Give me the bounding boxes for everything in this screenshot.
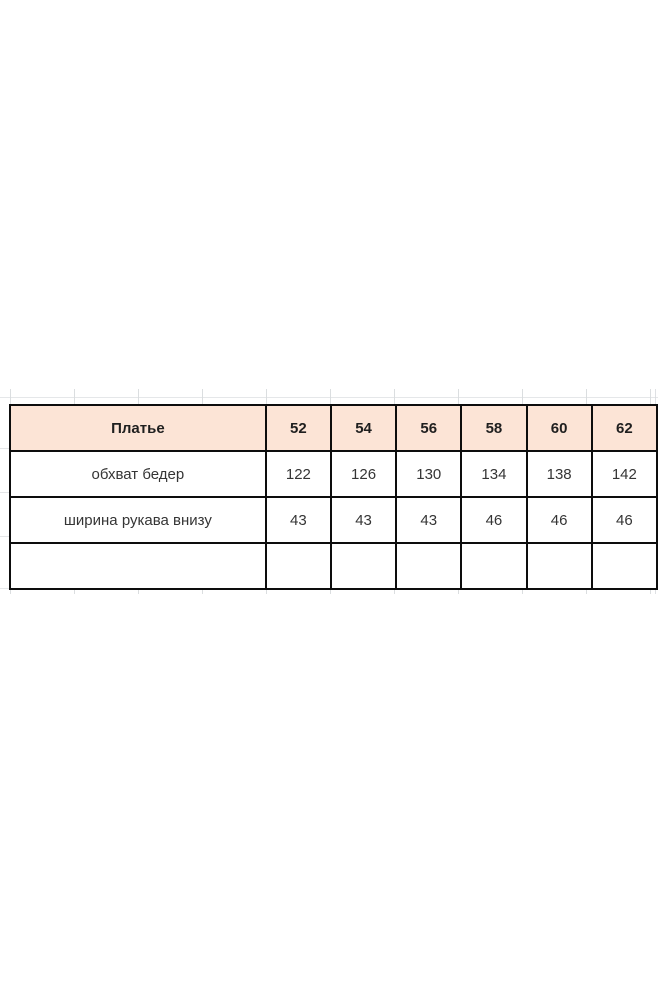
empty-cell bbox=[460, 542, 528, 590]
table-row-empty bbox=[9, 542, 658, 590]
measurement-value-cell: 138 bbox=[525, 450, 593, 498]
gridline bbox=[138, 389, 139, 404]
empty-cell bbox=[525, 542, 593, 590]
measurement-value-cell: 43 bbox=[329, 496, 398, 544]
table-row: обхват бедер 122 126 130 134 138 142 bbox=[9, 450, 658, 498]
gridline bbox=[202, 389, 203, 404]
measurement-value-cell: 130 bbox=[395, 450, 463, 498]
size-header-cell: 58 bbox=[460, 404, 528, 452]
gridline bbox=[650, 389, 651, 404]
measurement-label-cell: ширина рукава внизу bbox=[9, 496, 267, 544]
empty-cell bbox=[329, 542, 398, 590]
measurement-value-cell: 46 bbox=[525, 496, 593, 544]
measurement-value-cell: 122 bbox=[264, 450, 332, 498]
empty-cell bbox=[9, 542, 267, 590]
size-header-cell: 54 bbox=[329, 404, 398, 452]
empty-cell bbox=[395, 542, 463, 590]
measurement-label-cell: обхват бедер bbox=[9, 450, 267, 498]
garment-type-header-cell: Платье bbox=[9, 404, 267, 452]
empty-cell bbox=[590, 542, 658, 590]
measurement-value-cell: 46 bbox=[460, 496, 528, 544]
gridline bbox=[0, 492, 9, 493]
measurement-value-cell: 126 bbox=[329, 450, 398, 498]
gridline bbox=[394, 389, 395, 404]
measurement-value-cell: 134 bbox=[460, 450, 528, 498]
gridline bbox=[10, 389, 11, 404]
gridline bbox=[0, 448, 9, 449]
gridline bbox=[522, 389, 523, 404]
measurement-value-cell: 142 bbox=[590, 450, 658, 498]
size-header-cell: 56 bbox=[395, 404, 463, 452]
gridline bbox=[586, 389, 587, 404]
gridline bbox=[266, 389, 267, 404]
empty-cell bbox=[264, 542, 332, 590]
size-header-cell: 52 bbox=[264, 404, 332, 452]
table-row: ширина рукава внизу 43 43 43 46 46 46 bbox=[9, 496, 658, 544]
size-header-cell: 60 bbox=[525, 404, 593, 452]
gridline bbox=[0, 536, 9, 537]
measurement-value-cell: 46 bbox=[590, 496, 658, 544]
measurement-value-cell: 43 bbox=[395, 496, 463, 544]
gridline bbox=[74, 389, 75, 404]
measurement-value-cell: 43 bbox=[264, 496, 332, 544]
size-header-cell: 62 bbox=[590, 404, 658, 452]
size-chart: Платье 52 54 56 58 60 62 обхват бедер 12… bbox=[9, 404, 658, 590]
table-header-row: Платье 52 54 56 58 60 62 bbox=[9, 404, 658, 452]
gridline bbox=[458, 389, 459, 404]
gridline bbox=[0, 397, 658, 398]
size-chart-table: Платье 52 54 56 58 60 62 обхват бедер 12… bbox=[9, 404, 658, 590]
gridline bbox=[330, 389, 331, 404]
